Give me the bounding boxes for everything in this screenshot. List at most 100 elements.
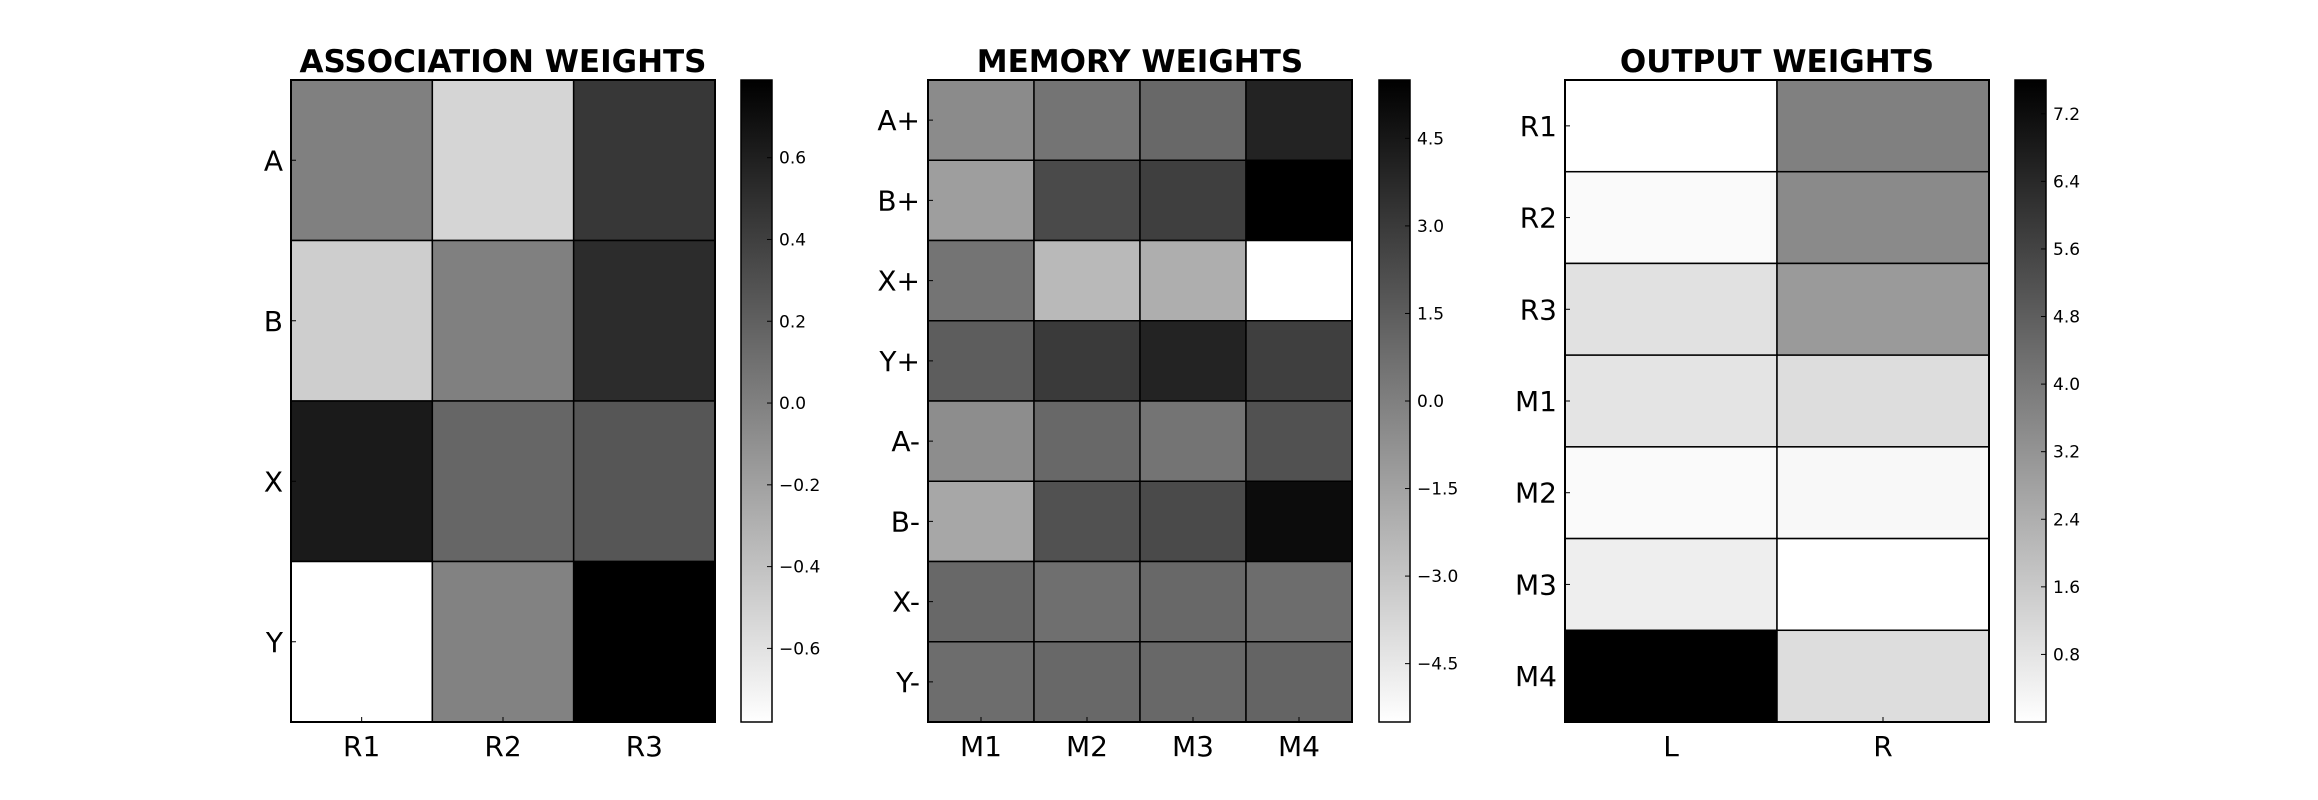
heatmap-cell <box>1564 354 1778 448</box>
heatmap-cell <box>927 641 1035 723</box>
heatmap-cell <box>1139 400 1247 482</box>
heatmap-cell <box>927 79 1035 161</box>
colorbar <box>2014 79 2047 723</box>
colorbar-tick-label: −0.2 <box>779 476 820 496</box>
heatmap-cell <box>431 79 575 242</box>
heatmap-cell <box>1564 446 1778 540</box>
heatmap-cell <box>572 79 716 242</box>
heatmap-cell <box>927 560 1035 643</box>
heatmap-cell <box>1139 79 1247 161</box>
chart-title: MEMORY WEIGHTS <box>977 44 1303 80</box>
heatmap-cell <box>1776 170 1990 265</box>
colorbar-tick-label: 0.6 <box>779 149 806 169</box>
colorbar-tick-label: 0.0 <box>1417 392 1444 412</box>
heatmap-cell <box>1564 537 1778 632</box>
heatmap-cell <box>927 159 1035 242</box>
heatmap-cell <box>1564 79 1778 173</box>
colorbar-tick-label: 4.8 <box>2053 308 2080 328</box>
heatmap-cell <box>1245 159 1353 242</box>
heatmap-cell <box>431 400 575 563</box>
y-tick-label: M3 <box>1515 568 1557 601</box>
heatmap-cell <box>1776 629 1990 723</box>
heatmap-cell <box>1776 262 1990 356</box>
y-tick-label: R2 <box>1520 202 1557 235</box>
heatmap-cell <box>1245 480 1353 563</box>
y-tick-label: R3 <box>1520 293 1557 326</box>
plot-frame <box>927 79 1353 723</box>
colorbar-tick-label: 1.6 <box>2053 578 2080 598</box>
heatmap-cell <box>1245 560 1353 643</box>
colorbar-tick-label: 4.5 <box>1417 129 1444 149</box>
heatmap-cell <box>431 239 575 402</box>
y-tick-label: A <box>264 144 283 177</box>
heatmap-cell <box>1245 400 1353 482</box>
y-tick-label: X <box>264 465 283 498</box>
y-tick-label: M1 <box>1515 385 1557 418</box>
x-tick-label: M3 <box>1172 730 1214 763</box>
heatmap-cell <box>1776 446 1990 540</box>
colorbar-tick-label: −1.5 <box>1417 480 1458 500</box>
heatmap-cell <box>1033 480 1141 563</box>
heatmap-cell <box>1033 320 1141 402</box>
y-tick-label: X+ <box>877 265 920 298</box>
colorbar <box>740 79 773 723</box>
heatmap-cell <box>1033 79 1141 161</box>
heatmap-cell <box>1776 354 1990 448</box>
heatmap-cell <box>1139 560 1247 643</box>
y-tick-label: B- <box>891 505 920 538</box>
colorbar-tick-label: 6.4 <box>2053 172 2080 192</box>
colorbar-tick-label: 1.5 <box>1417 304 1444 324</box>
x-tick-label: M4 <box>1278 730 1320 763</box>
y-tick-label: A- <box>891 425 920 458</box>
colorbar-tick-label: −3.0 <box>1417 567 1458 587</box>
y-tick-label: M2 <box>1515 477 1557 510</box>
y-tick-label: Y- <box>895 666 920 699</box>
colorbar-tick-label: 3.0 <box>1417 217 1444 237</box>
y-tick-label: A+ <box>877 104 920 137</box>
x-tick-label: M2 <box>1066 730 1108 763</box>
heatmap-cell <box>927 400 1035 482</box>
y-tick-label: M4 <box>1515 660 1557 693</box>
heatmap-cell <box>572 560 716 723</box>
colorbar-tick-label: 7.2 <box>2053 105 2080 125</box>
heatmap-cell <box>1139 239 1247 322</box>
y-tick-label: Y+ <box>878 345 920 378</box>
heatmap-cell <box>1245 79 1353 161</box>
y-tick-label: B <box>264 305 283 338</box>
x-tick-label: R3 <box>626 730 663 763</box>
y-tick-label: X- <box>892 586 920 619</box>
colorbar-tick-label: −0.6 <box>779 639 820 659</box>
colorbar-tick-label: 4.0 <box>2053 375 2080 395</box>
colorbar-tick-label: 0.4 <box>779 230 806 250</box>
heatmap-cell <box>927 239 1035 322</box>
heatmap-cell <box>1564 262 1778 356</box>
heatmap-cell <box>1033 239 1141 322</box>
heatmap-cell <box>1564 170 1778 265</box>
heatmap-cell <box>927 320 1035 402</box>
colorbar-tick-label: 0.8 <box>2053 645 2080 665</box>
colorbar-tick-label: −4.5 <box>1417 655 1458 675</box>
chart-title: OUTPUT WEIGHTS <box>1620 44 1934 80</box>
heatmap-cell <box>1564 629 1778 723</box>
heatmap-cell <box>1139 320 1247 402</box>
heatmap-cell <box>1139 641 1247 723</box>
colorbar-tick-label: 0.2 <box>779 312 806 332</box>
heatmap-cell <box>1245 641 1353 723</box>
colorbar <box>1378 79 1411 723</box>
heatmap-cell <box>1033 159 1141 242</box>
colorbar-tick-label: 0.0 <box>779 394 806 414</box>
heatmap-cell <box>1776 537 1990 632</box>
heatmap-cell <box>927 480 1035 563</box>
x-tick-label: R <box>1873 730 1892 763</box>
heatmap-cell <box>1033 641 1141 723</box>
heatmap-cell <box>431 560 575 723</box>
heatmap-cell <box>1033 560 1141 643</box>
colorbar-tick-label: 5.6 <box>2053 240 2080 260</box>
heatmap-cell <box>290 400 434 563</box>
x-tick-label: M1 <box>960 730 1002 763</box>
heatmap-cell <box>290 560 434 723</box>
heatmap-cell <box>1139 480 1247 563</box>
chart-title: ASSOCIATION WEIGHTS <box>299 44 706 80</box>
x-tick-label: R1 <box>343 730 380 763</box>
